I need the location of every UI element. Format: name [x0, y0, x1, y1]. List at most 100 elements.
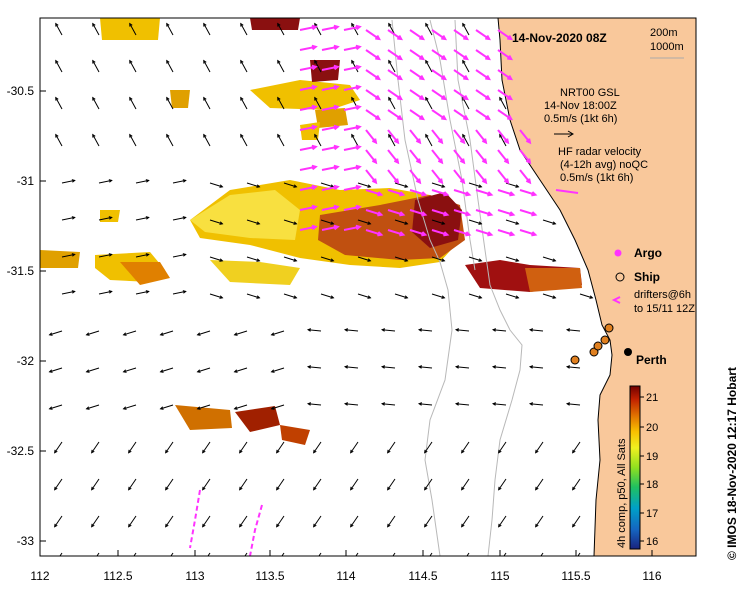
drifters-legend-line1: drifters@6h	[634, 289, 691, 301]
hf-radar-arrows	[299, 24, 538, 237]
current-arrow	[240, 23, 248, 36]
current-arrow	[409, 49, 424, 60]
current-arrow	[308, 329, 322, 332]
current-arrowhead	[424, 486, 428, 491]
current-arrow	[299, 125, 316, 131]
current-arrowhead	[240, 96, 244, 101]
current-arrowhead	[314, 133, 318, 138]
current-arrowhead	[415, 158, 422, 165]
current-arrow	[505, 219, 519, 225]
current-arrowhead	[499, 96, 503, 101]
current-arrowhead	[462, 22, 466, 27]
current-arrow	[425, 134, 433, 147]
current-arrow	[343, 125, 360, 131]
current-arrow	[343, 25, 360, 31]
current-arrow	[321, 105, 338, 111]
current-arrowhead	[425, 561, 428, 564]
current-arrowhead	[330, 295, 335, 299]
current-arrowhead	[485, 55, 492, 61]
current-arrow	[388, 97, 396, 110]
current-arrow	[453, 29, 468, 40]
current-arrow	[453, 189, 470, 196]
current-arrowhead	[55, 561, 58, 564]
current-arrow	[456, 403, 470, 406]
current-arrowhead	[355, 164, 362, 171]
current-arrow	[409, 29, 424, 40]
sst-patch	[175, 405, 232, 430]
current-arrowhead	[380, 365, 386, 369]
current-arrow	[98, 216, 112, 221]
current-arrowhead	[350, 486, 354, 491]
x-tick-label: 116	[642, 569, 661, 583]
current-arrow	[91, 515, 100, 528]
current-arrowhead	[145, 253, 150, 257]
colorbar-tick-label: 21	[646, 392, 658, 404]
current-arrow	[519, 189, 536, 196]
current-arrowhead	[165, 523, 169, 528]
current-arrowhead	[314, 59, 318, 64]
current-arrowhead	[311, 204, 318, 211]
current-arrowhead	[487, 191, 494, 197]
y-tick-label: -31	[17, 174, 35, 188]
current-arrow	[299, 165, 316, 171]
current-arrowhead	[375, 35, 382, 41]
current-arrow	[128, 478, 137, 491]
current-arrow	[299, 105, 316, 111]
current-arrow	[394, 219, 408, 225]
current-arrowhead	[371, 178, 378, 185]
current-arrowhead	[343, 365, 349, 369]
current-arrow	[246, 256, 260, 262]
current-arrowhead	[421, 191, 428, 197]
current-arrowhead	[350, 449, 354, 454]
current-arrow	[92, 23, 100, 36]
current-arrowhead	[535, 523, 539, 528]
current-arrowhead	[293, 295, 298, 299]
current-arrowhead	[277, 133, 281, 138]
current-arrow	[165, 441, 174, 454]
current-arrowhead	[380, 328, 386, 332]
current-arrow	[86, 367, 100, 373]
current-arrowhead	[515, 258, 520, 262]
current-arrowhead	[128, 486, 132, 491]
current-arrowhead	[333, 44, 340, 51]
current-arrowhead	[387, 523, 391, 528]
current-arrowhead	[256, 258, 261, 262]
current-arrow	[409, 109, 424, 120]
current-arrowhead	[387, 449, 391, 454]
current-arrow	[351, 134, 359, 147]
current-arrowhead	[421, 231, 428, 237]
current-arrowhead	[380, 402, 386, 406]
current-arrow	[172, 253, 186, 258]
current-arrowhead	[276, 486, 280, 491]
current-arrow	[498, 478, 507, 491]
current-arrowhead	[92, 59, 96, 64]
current-arrowhead	[487, 211, 494, 217]
current-arrow	[468, 293, 482, 299]
current-arrowhead	[333, 204, 340, 211]
current-arrowhead	[509, 191, 516, 197]
current-arrowhead	[572, 449, 576, 454]
current-arrow	[497, 29, 512, 40]
current-arrowhead	[351, 96, 355, 101]
current-arrow	[497, 109, 512, 120]
current-arrow	[203, 23, 211, 36]
current-arrowhead	[463, 35, 470, 41]
current-arrowhead	[417, 365, 423, 369]
current-arrow	[299, 225, 316, 231]
sst-patch	[280, 425, 310, 445]
current-arrowhead	[371, 158, 378, 165]
current-arrow	[133, 552, 137, 556]
current-arrowhead	[202, 486, 206, 491]
current-arrowhead	[277, 59, 281, 64]
current-arrowhead	[388, 96, 392, 101]
current-arrow	[431, 129, 443, 144]
current-arrowhead	[239, 449, 243, 454]
current-arrow	[299, 205, 316, 211]
current-arrow	[281, 552, 285, 556]
model-current-arrows	[48, 22, 594, 564]
current-arrowhead	[377, 191, 384, 197]
current-arrowhead	[515, 184, 520, 188]
sst-patch	[235, 406, 280, 432]
current-arrowhead	[525, 178, 532, 185]
current-arrowhead	[388, 22, 392, 27]
